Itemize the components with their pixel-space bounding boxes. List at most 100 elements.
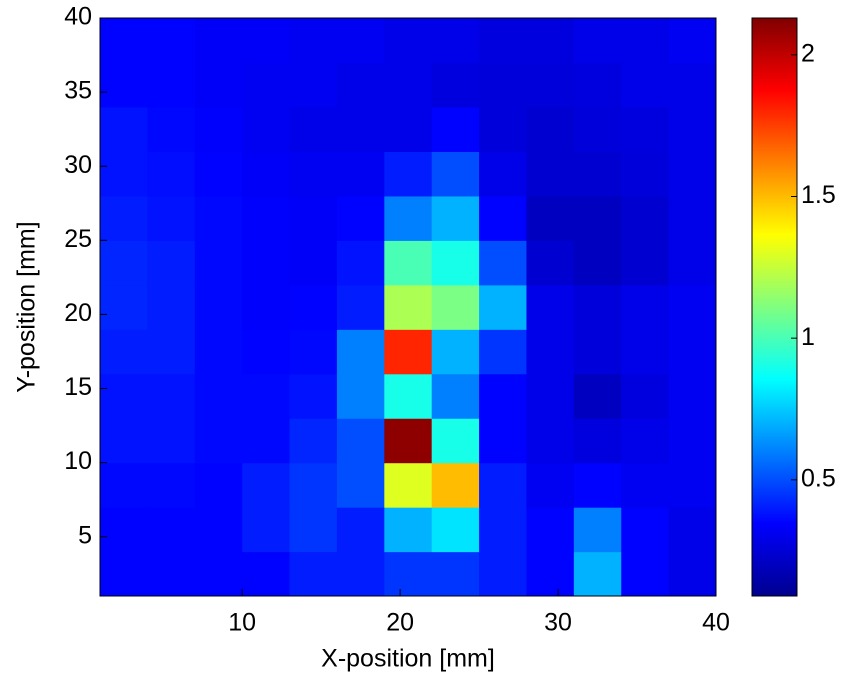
heat-cell: [431, 329, 480, 375]
heat-cell: [479, 551, 528, 596]
heat-cell: [194, 373, 243, 419]
heat-cell: [289, 240, 338, 286]
heat-cell: [242, 62, 291, 108]
x-tick-label: 30: [544, 609, 572, 637]
heat-cell: [194, 551, 243, 596]
y-tick-label: 35: [64, 77, 92, 105]
x-axis-label: X-position [mm]: [321, 645, 495, 673]
heat-cell: [573, 106, 622, 152]
heat-cell: [573, 418, 622, 464]
plot-frame: [99, 17, 717, 597]
heat-cell: [621, 462, 670, 508]
heat-cell: [573, 373, 622, 419]
heat-cell: [668, 507, 716, 553]
heat-cell: [242, 418, 291, 464]
heat-cell: [242, 551, 291, 596]
heat-cell: [573, 284, 622, 330]
heat-cell: [336, 284, 385, 330]
heat-cell: [479, 284, 528, 330]
heat-cell: [289, 62, 338, 108]
heat-cell: [289, 462, 338, 508]
heat-cell: [431, 551, 480, 596]
heat-cell: [573, 18, 622, 64]
y-tick-label: 15: [64, 373, 92, 401]
heat-cell: [621, 284, 670, 330]
heat-cell: [384, 329, 433, 375]
heat-cell: [384, 18, 433, 64]
heat-cell: [384, 507, 433, 553]
heat-cell: [526, 284, 575, 330]
heat-cell: [289, 18, 338, 64]
heat-cell: [100, 106, 148, 152]
heat-cell: [100, 329, 148, 375]
heat-cell: [431, 418, 480, 464]
heat-cell: [668, 462, 716, 508]
heat-cell: [526, 507, 575, 553]
heat-cell: [573, 240, 622, 286]
heat-cell: [621, 240, 670, 286]
heat-cell: [336, 507, 385, 553]
heat-cell: [289, 195, 338, 241]
heat-cell: [242, 329, 291, 375]
heat-cell: [573, 195, 622, 241]
colorbar-tick-label: 0.5: [801, 464, 836, 492]
heat-cell: [147, 507, 196, 553]
y-tick-label: 40: [64, 3, 92, 31]
heat-cell: [336, 373, 385, 419]
heat-cell: [479, 106, 528, 152]
heat-cell: [668, 195, 716, 241]
heat-cell: [573, 62, 622, 108]
heat-cell: [384, 195, 433, 241]
heat-cell: [384, 551, 433, 596]
heat-cell: [668, 373, 716, 419]
heat-cell: [289, 151, 338, 197]
heat-cell: [479, 462, 528, 508]
heat-cell: [194, 462, 243, 508]
y-tick-label: 20: [64, 299, 92, 327]
heat-cell: [431, 284, 480, 330]
heat-cell: [573, 507, 622, 553]
heat-cell: [100, 284, 148, 330]
heat-cell: [479, 507, 528, 553]
heat-cell: [668, 551, 716, 596]
colorbar: [751, 17, 798, 597]
heat-cell: [336, 329, 385, 375]
heat-cell: [242, 195, 291, 241]
colorbar-tick-label: 1.5: [801, 181, 836, 209]
heat-cell: [431, 462, 480, 508]
heat-cell: [668, 62, 716, 108]
heat-cell: [384, 418, 433, 464]
x-tick-label: 40: [702, 609, 730, 637]
heat-cell: [194, 18, 243, 64]
heat-cell: [336, 462, 385, 508]
heat-cell: [242, 507, 291, 553]
heat-cell: [336, 418, 385, 464]
heat-cell: [526, 62, 575, 108]
x-tick-label: 10: [228, 609, 256, 637]
heat-cell: [336, 240, 385, 286]
heat-cell: [384, 62, 433, 108]
heat-cell: [479, 195, 528, 241]
heatmap: [100, 18, 716, 596]
y-tick-label: 30: [64, 151, 92, 179]
y-axis-label: Y-position [mm]: [13, 221, 41, 392]
heat-cell: [289, 284, 338, 330]
heat-cell: [526, 462, 575, 508]
heat-cell: [479, 18, 528, 64]
heat-cell: [573, 551, 622, 596]
heat-cell: [621, 551, 670, 596]
heat-cell: [479, 62, 528, 108]
heat-cell: [621, 418, 670, 464]
heat-cell: [431, 195, 480, 241]
heat-cell: [479, 373, 528, 419]
heat-cell: [573, 151, 622, 197]
colorbar-tick-label: 1: [801, 323, 815, 351]
heat-cell: [526, 418, 575, 464]
heat-cell: [242, 462, 291, 508]
heat-cell: [194, 195, 243, 241]
heat-cell: [336, 62, 385, 108]
heat-cell: [621, 507, 670, 553]
heat-cell: [668, 329, 716, 375]
heat-cell: [621, 373, 670, 419]
y-tick-label: 10: [64, 447, 92, 475]
